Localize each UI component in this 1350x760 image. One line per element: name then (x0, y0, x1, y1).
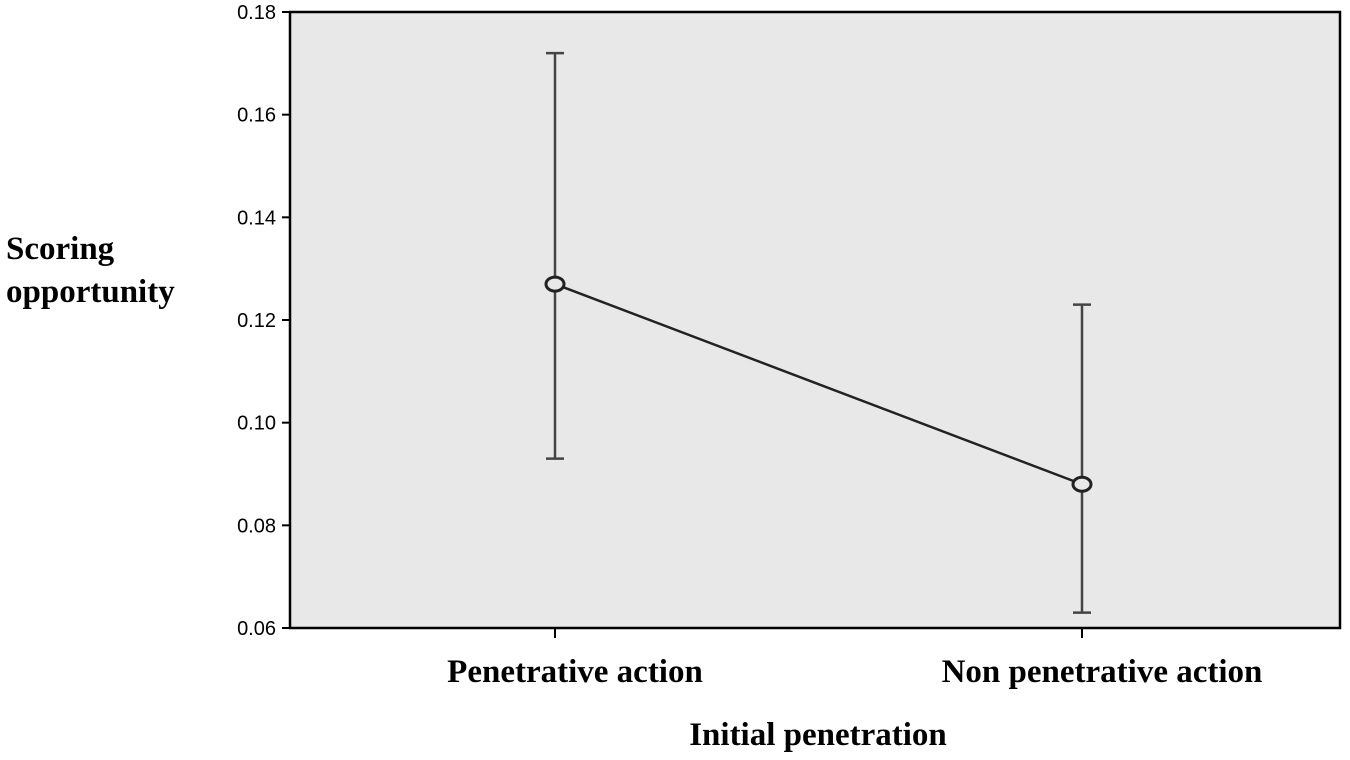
x-axis: Penetrative action Non penetrative action (447, 628, 1262, 690)
series-lines (554, 282, 1083, 486)
x-tick-label: Penetrative action (447, 654, 703, 690)
y-tick-label: 0.08 (237, 515, 276, 537)
data-point (544, 275, 566, 293)
error-bars (546, 51, 1091, 614)
data-point (1071, 475, 1093, 493)
y-axis-title-line-2: opportunity (6, 274, 175, 310)
y-tick-label: 0.14 (237, 207, 276, 229)
y-tick-label: 0.12 (237, 310, 276, 332)
y-axis: 0.06 0.08 0.10 0.12 0.14 0.16 0.18 (237, 2, 290, 640)
data-points (544, 275, 1093, 493)
y-tick-label: 0.18 (237, 2, 276, 24)
series-line (554, 282, 1083, 486)
plot-area (288, 10, 1342, 630)
y-tick-label: 0.16 (237, 105, 276, 127)
y-tick-label: 0.10 (237, 413, 276, 435)
y-tick-label: 0.06 (237, 618, 276, 640)
x-axis-title: Initial penetration (689, 717, 947, 753)
y-axis-title-line-1: Scoring (6, 231, 115, 267)
x-tick-label: Non penetrative action (942, 654, 1263, 690)
